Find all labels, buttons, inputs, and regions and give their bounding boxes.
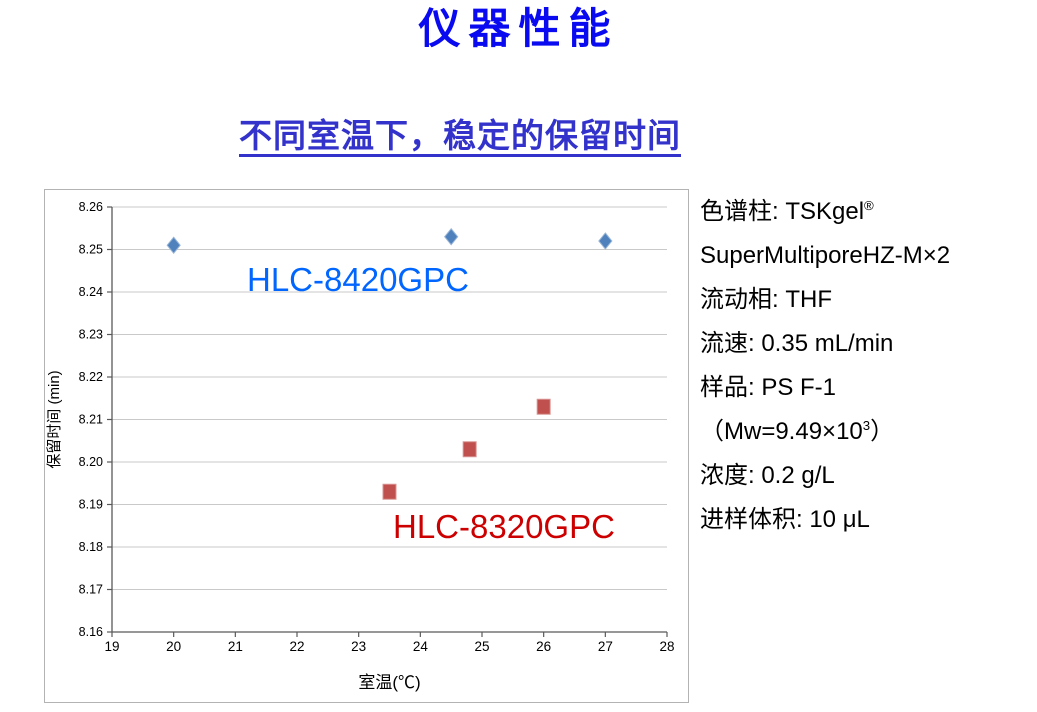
data-point-square — [382, 483, 397, 500]
y-tick-label: 8.22 — [79, 370, 103, 384]
x-tick-label: 27 — [598, 639, 613, 654]
data-point-diamond — [444, 227, 459, 246]
condition-line: 流动相: THF — [700, 278, 1030, 322]
x-tick-label: 20 — [166, 639, 181, 654]
page-title: 仪器性能 — [418, 4, 619, 53]
condition-text: 流速: 0.35 mL/min — [700, 330, 894, 357]
y-tick-label: 8.17 — [79, 583, 103, 597]
x-tick-label: 23 — [351, 639, 366, 654]
data-point-square — [462, 441, 477, 458]
x-axis-title: 室温(℃) — [358, 673, 420, 692]
condition-text: 进样体积: 10 μL — [700, 506, 870, 533]
page-subtitle: 不同室温下，稳定的保留时间 — [239, 116, 681, 155]
data-point-square — [536, 398, 551, 415]
condition-superscript: ® — [864, 198, 874, 213]
x-tick-label: 21 — [228, 639, 243, 654]
y-tick-label: 8.24 — [79, 285, 103, 299]
series-label-hlc-8420gpc: HLC-8420GPC — [247, 261, 469, 298]
chart-canvas: 8.16 8.17 8.18 8.19 8.20 8.21 8.22 8.23 8.24 8.25… — [46, 200, 675, 692]
y-tick-label: 8.18 — [79, 540, 103, 554]
condition-line: 浓度: 0.2 g/L — [700, 454, 1030, 498]
x-tick-label: 28 — [659, 639, 674, 654]
retention-time-chart: 8.16 8.17 8.18 8.19 8.20 8.21 8.22 8.23 8.24 8.25… — [44, 189, 689, 703]
y-tick-label: 8.25 — [79, 243, 103, 257]
condition-line: 流速: 0.35 mL/min — [700, 322, 1030, 366]
condition-text: SuperMultiporeHZ-M×2 — [700, 242, 951, 269]
condition-line: 进样体积: 10 μL — [700, 498, 1030, 542]
condition-line: SuperMultiporeHZ-M×2 — [700, 234, 1030, 278]
condition-line: 色谱柱: TSKgel® — [700, 190, 1030, 234]
data-point-diamond — [166, 236, 181, 255]
analysis-conditions-panel: 色谱柱: TSKgel® SuperMultiporeHZ-M×2 流动相: THF… — [700, 190, 1030, 542]
data-point-diamond — [598, 232, 613, 250]
y-tick-label: 8.26 — [79, 200, 103, 214]
y-tick-label: 8.21 — [79, 413, 103, 427]
y-tick-label: 8.20 — [79, 455, 103, 469]
y-axis-title: 保留时间 (min) — [46, 370, 63, 468]
condition-line: 样品: PS F-1 — [700, 366, 1030, 410]
condition-text: 浓度: 0.2 g/L — [700, 462, 835, 489]
x-tick-label: 19 — [104, 639, 119, 654]
x-tick-label: 26 — [536, 639, 551, 654]
condition-text: 色谱柱: TSKgel — [700, 198, 865, 225]
x-tick-label: 22 — [289, 639, 304, 654]
y-tick-label: 8.23 — [79, 328, 103, 342]
condition-line: （Mw=9.49×103） — [700, 410, 1030, 454]
x-tick-label: 24 — [413, 639, 429, 654]
condition-text: （Mw=9.49×10 — [700, 418, 863, 445]
series-label-hlc-8320gpc: HLC-8320GPC — [393, 508, 615, 545]
x-tick-label: 25 — [474, 639, 489, 654]
condition-text: 样品: PS F-1 — [700, 374, 837, 401]
y-tick-label: 8.19 — [79, 498, 103, 512]
condition-superscript: 3 — [862, 418, 871, 433]
condition-text: ） — [870, 418, 895, 445]
y-tick-label: 8.16 — [79, 625, 103, 639]
condition-text: 流动相: THF — [700, 286, 832, 313]
